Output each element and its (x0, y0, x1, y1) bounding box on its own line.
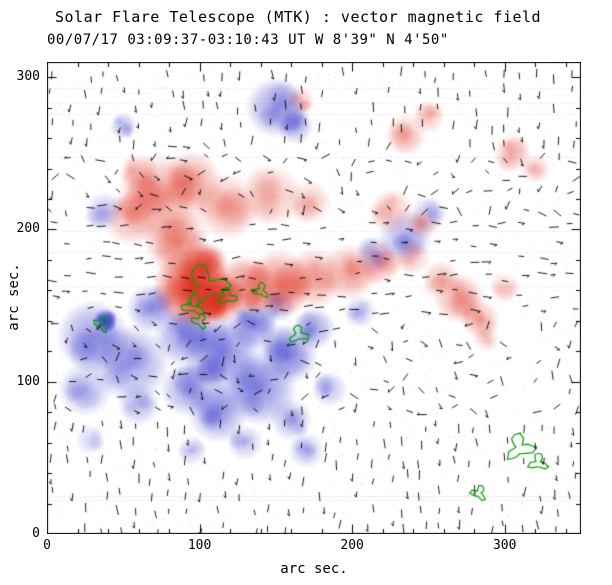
y-tick-label: 100 (16, 373, 40, 389)
chart-title: Solar Flare Telescope (MTK) : vector mag… (55, 8, 542, 26)
chart-subtitle: 00/07/17 03:09:37-03:10:43 UT W 8'39" N … (47, 32, 449, 48)
x-tick-label: 200 (340, 538, 364, 553)
y-axis-label: arc sec. (6, 263, 22, 331)
y-tick-label: 0 (32, 526, 40, 541)
x-tick-label: 300 (492, 538, 517, 553)
y-tick-label: 300 (16, 69, 40, 85)
x-tick-label: 100 (187, 538, 212, 553)
x-axis-label: arc sec. (280, 561, 348, 577)
y-tick-label: 200 (16, 221, 40, 237)
x-tick-label: 0 (43, 538, 51, 553)
magnetogram-plot-canvas (47, 62, 581, 534)
